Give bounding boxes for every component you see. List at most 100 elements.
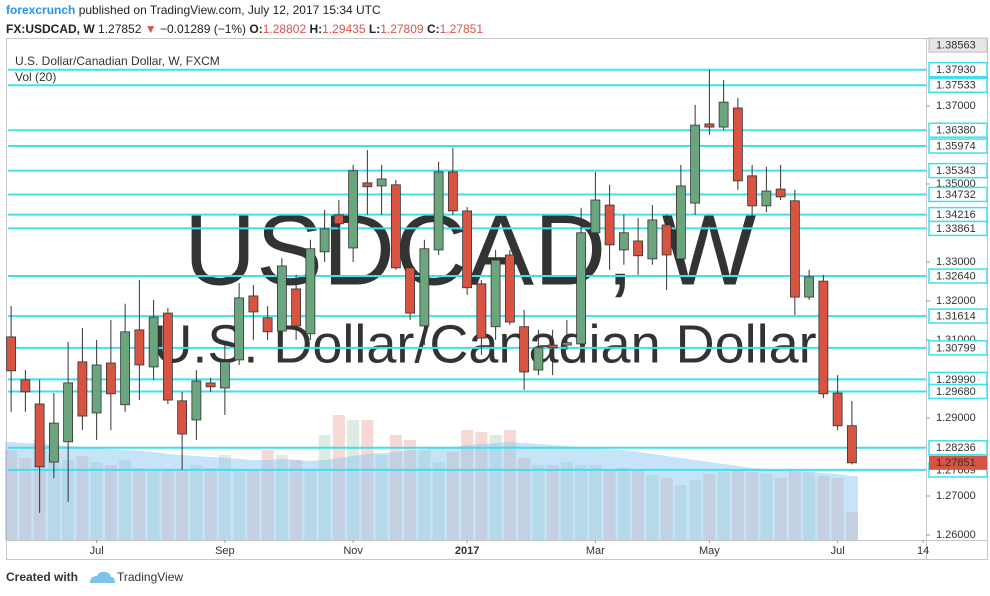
candle-body	[704, 123, 715, 128]
change: −0.01289 (−1%)	[160, 22, 246, 36]
level-label: 1.29990	[936, 374, 976, 386]
level-label: 1.28236	[936, 442, 976, 454]
o-val: 1.28802	[263, 22, 307, 36]
level-label: 1.35974	[936, 140, 976, 152]
candle-body	[618, 232, 629, 251]
author[interactable]: forexcrunch	[6, 3, 75, 17]
candle-body	[262, 317, 273, 333]
candle-body	[718, 101, 729, 128]
candle-body	[732, 107, 743, 182]
level-label: 1.30799	[936, 342, 976, 354]
x-tick-label: May	[699, 545, 720, 557]
level-label: 1.34216	[936, 209, 976, 221]
candle-body	[234, 297, 245, 361]
y-tick-label: 1.37000	[936, 100, 976, 112]
level-label-box	[928, 220, 988, 237]
candle-body	[376, 178, 387, 187]
candle-body	[291, 288, 302, 327]
chart: USDCAD, W U.S. Dollar/Canadian Dollar	[5, 68, 926, 540]
level-label-box	[928, 122, 988, 138]
candle-body	[504, 254, 515, 323]
brand[interactable]: TradingView	[117, 570, 183, 584]
candle-body	[661, 224, 672, 256]
x-tick-label: Jul	[831, 545, 845, 557]
last-price-box	[929, 455, 987, 470]
candle-body	[120, 331, 131, 406]
level-label: 1.37533	[936, 80, 976, 92]
candle-body	[818, 280, 829, 395]
o-key: O:	[249, 22, 262, 36]
level-label: 1.34732	[936, 189, 976, 201]
x-tick-label: Jul	[90, 545, 104, 557]
candle-body	[433, 171, 444, 251]
last: 1.27852	[98, 22, 142, 36]
candle-body	[390, 184, 401, 269]
candle-body	[576, 232, 587, 345]
candle-body	[348, 170, 359, 249]
level-label: 1.35343	[936, 165, 976, 177]
candle-body	[276, 265, 287, 332]
volume-label: Vol (20)	[15, 70, 56, 84]
logo-icon	[90, 571, 115, 583]
candle-body	[462, 210, 473, 289]
c-val: 1.27851	[440, 22, 484, 36]
chart-title: U.S. Dollar/Canadian Dollar, W, FXCM	[15, 54, 220, 68]
level-label-box	[928, 138, 988, 154]
candle-body	[804, 276, 815, 298]
l-key: L:	[369, 22, 380, 36]
candle-body	[604, 204, 615, 246]
candle-body	[333, 214, 344, 225]
c-key: C:	[427, 22, 440, 36]
candle-body	[476, 283, 487, 339]
candle-body	[191, 380, 202, 421]
candle-body	[747, 175, 758, 207]
top-label-box	[928, 37, 988, 53]
y-tick-label: 1.29000	[936, 412, 976, 424]
y-tick-label: 1.26000	[936, 529, 976, 541]
y-tick-label: 1.33000	[936, 256, 976, 268]
candle-body	[319, 228, 330, 253]
level-label-box	[928, 162, 988, 179]
level-label: 1.29680	[936, 386, 976, 398]
candle-body	[647, 219, 658, 260]
candle-body	[832, 392, 843, 427]
level-label-box	[928, 440, 988, 456]
publish-line: forexcrunch published on TradingView.com…	[6, 3, 381, 17]
candle-body	[633, 240, 644, 257]
h-val: 1.29435	[322, 22, 366, 36]
candle-body	[177, 400, 188, 435]
y-tick-label: 1.32000	[936, 295, 976, 307]
candle-body	[590, 199, 601, 234]
last-price-label: 1.27851	[936, 457, 976, 469]
candle-body	[305, 248, 316, 335]
candle-body	[675, 185, 686, 260]
candle-body	[690, 124, 701, 204]
level-label-box	[928, 383, 988, 400]
candle-body	[91, 364, 102, 414]
candle-body	[77, 361, 88, 417]
candle-body	[105, 362, 116, 395]
level-label-box	[928, 268, 988, 284]
published: published on TradingView.com, July 12, 2…	[79, 3, 381, 17]
candle-body	[519, 326, 530, 373]
level-label: 1.37930	[936, 64, 976, 76]
candle-body	[561, 342, 572, 346]
candle-body	[846, 425, 857, 464]
candle-body	[547, 344, 558, 349]
h-key: H:	[309, 22, 322, 36]
candle-body	[405, 267, 416, 314]
chart-border	[6, 38, 988, 560]
candle-body	[533, 347, 544, 371]
y-tick-label: 1.27000	[936, 490, 976, 502]
level-label: 1.32640	[936, 270, 976, 282]
x-tick-label: Sep	[215, 545, 235, 557]
candle-body	[447, 171, 458, 212]
level-label: 1.33861	[936, 223, 976, 235]
candle-body	[248, 295, 259, 313]
candle-body	[63, 382, 74, 443]
candle-body	[20, 379, 31, 393]
level-label-box	[928, 77, 988, 93]
candle-body	[34, 403, 45, 468]
